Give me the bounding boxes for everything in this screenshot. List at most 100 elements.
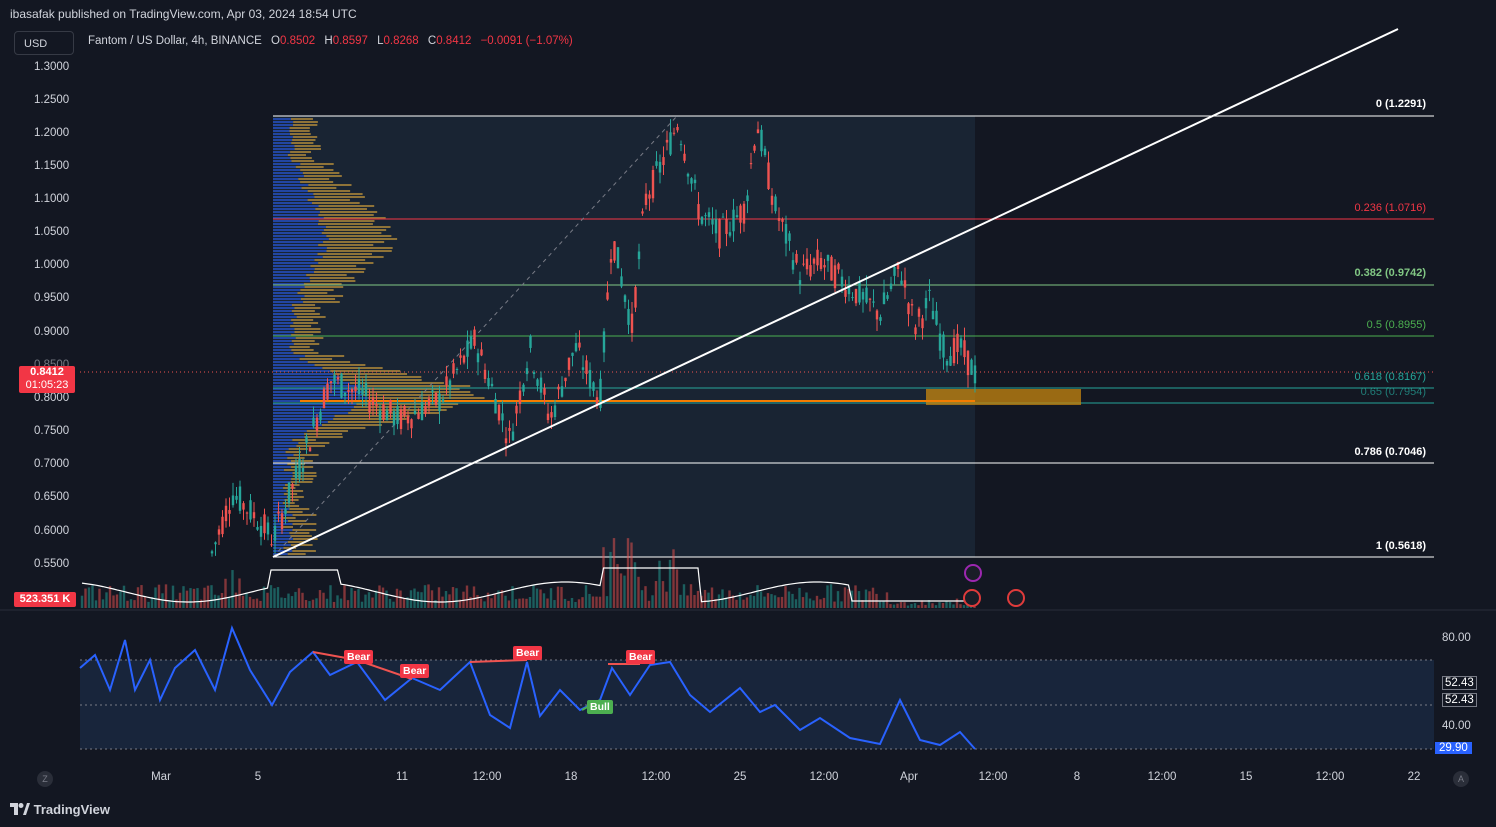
volume-profile-row <box>273 481 291 483</box>
volume-profile-row <box>273 157 291 159</box>
volume-profile-row <box>273 277 310 279</box>
candle-body <box>970 359 973 375</box>
candle-body <box>655 161 658 166</box>
volume-bar <box>647 600 651 608</box>
candle-body <box>585 360 588 374</box>
time-tick: 15 <box>1239 771 1253 783</box>
candle-body <box>347 390 350 392</box>
candle-body <box>690 178 693 184</box>
candle-body <box>956 333 959 353</box>
volume-profile-row <box>273 259 315 261</box>
volume-profile-row <box>273 232 322 234</box>
candle-body <box>273 525 277 541</box>
us-flag-event-icon[interactable] <box>963 589 981 607</box>
candle-body <box>693 179 697 184</box>
volume-profile-row <box>273 262 319 264</box>
volume-bar <box>336 595 339 608</box>
us-flag-event-icon[interactable] <box>1007 589 1025 607</box>
candle-body <box>609 258 613 263</box>
volume-bar <box>948 601 952 608</box>
volume-bar <box>126 600 129 608</box>
volume-bar <box>112 595 115 608</box>
volume-bar <box>224 578 227 608</box>
candle-body <box>725 218 728 234</box>
fib-label-1: 1 (0.5618) <box>1375 540 1426 552</box>
candle-body <box>385 410 389 421</box>
open-label: O <box>271 35 280 47</box>
volume-bar <box>161 593 164 608</box>
candle-body <box>336 377 340 380</box>
volume-profile-row <box>273 124 293 126</box>
volume-bar <box>448 594 451 608</box>
currency-button[interactable]: USD <box>14 31 74 55</box>
candle-body <box>487 378 490 387</box>
candle-body <box>623 295 627 302</box>
tradingview-logo[interactable]: TradingView <box>10 802 110 817</box>
symbol-name[interactable]: Fantom / US Dollar, 4h, BINANCE <box>88 35 262 47</box>
volume-bar <box>906 605 910 608</box>
support-zone-box[interactable] <box>926 389 1081 405</box>
volume-profile-row <box>293 352 319 354</box>
bear-divergence-line-3 <box>469 659 528 663</box>
volume-profile-row <box>273 511 287 513</box>
volume-profile-row <box>273 412 349 414</box>
volume-bar <box>584 585 588 608</box>
candle-body <box>798 280 802 285</box>
auto-scale-button[interactable]: A <box>1453 771 1469 787</box>
bear-signal-label: Bear <box>344 650 374 664</box>
volume-bar <box>612 538 616 608</box>
candle-body <box>543 388 546 395</box>
volume-profile-row <box>273 385 362 387</box>
volume-bar <box>378 585 381 608</box>
volume-profile-row <box>273 187 302 189</box>
candle-body <box>242 503 245 510</box>
candle-body <box>277 511 280 514</box>
candle-body <box>770 195 774 205</box>
volume-bar <box>406 597 409 608</box>
volume-profile-row <box>356 403 459 405</box>
candle-body <box>389 399 392 414</box>
volume-profile-row <box>273 328 295 330</box>
volume-profile-row <box>318 220 375 222</box>
volume-bar <box>563 598 567 608</box>
volume-profile-row <box>283 487 296 489</box>
volume-bar <box>644 586 647 608</box>
volume-profile-row <box>283 493 298 495</box>
timezone-button[interactable]: Z <box>37 771 53 787</box>
volume-profile-row <box>282 502 295 504</box>
candle-body <box>445 376 448 386</box>
volume-bar <box>542 593 546 608</box>
volume-profile-row <box>273 505 285 507</box>
volume-bar <box>854 585 857 608</box>
lightning-event-icon[interactable] <box>964 564 982 582</box>
volume-profile-row <box>321 424 382 426</box>
volume-profile-row <box>273 400 357 402</box>
volume-bar <box>938 602 941 608</box>
candle-body <box>469 336 473 349</box>
candle-body <box>816 249 819 266</box>
trend-line[interactable] <box>272 28 1399 558</box>
volume-bar <box>311 599 315 608</box>
volume-profile-row <box>273 169 301 171</box>
candle-body <box>973 365 977 384</box>
volume-bar <box>168 601 171 608</box>
volume-profile-row <box>283 469 298 471</box>
volume-bar <box>591 596 595 608</box>
volume-bar <box>395 588 399 608</box>
time-tick: Mar <box>151 771 171 783</box>
volume-profile-row <box>273 424 322 426</box>
volume-profile-row <box>306 274 347 276</box>
volume-profile-row <box>273 445 297 447</box>
volume-profile-row <box>273 238 329 240</box>
volume-bar <box>413 588 416 608</box>
candle-body <box>312 417 315 427</box>
volume-bar <box>357 589 360 608</box>
volume-bar <box>101 599 105 608</box>
candle-body <box>917 308 921 317</box>
volume-profile-row <box>273 349 292 351</box>
volume-profile-row <box>273 487 284 489</box>
candle-body <box>893 267 896 276</box>
volume-bar <box>374 590 378 608</box>
volume-profile-row <box>273 220 319 222</box>
